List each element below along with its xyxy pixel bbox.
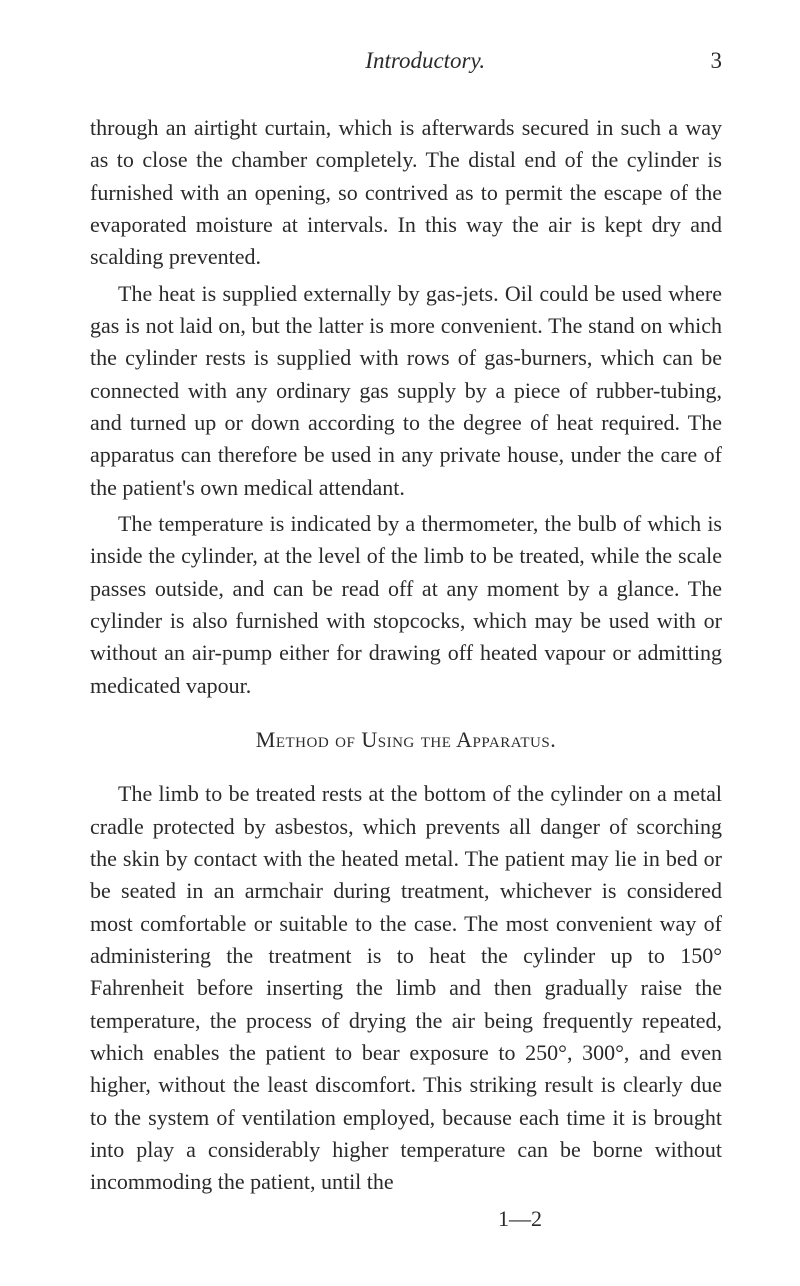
paragraph-4: The limb to be treated rests at the bott… — [90, 778, 722, 1198]
paragraph-2: The heat is supplied externally by gas-j… — [90, 278, 722, 504]
page-number: 3 — [711, 48, 723, 74]
paragraph-1: through an airtight curtain, which is af… — [90, 112, 722, 274]
section-heading: Method of Using the Apparatus. — [90, 724, 722, 756]
page-body: through an airtight curtain, which is af… — [90, 112, 722, 1235]
running-title: Introductory. — [140, 48, 711, 74]
signature-mark: 1—2 — [90, 1203, 722, 1235]
page-header: Introductory. 3 — [90, 48, 722, 74]
paragraph-3: The temperature is indicated by a thermo… — [90, 508, 722, 702]
